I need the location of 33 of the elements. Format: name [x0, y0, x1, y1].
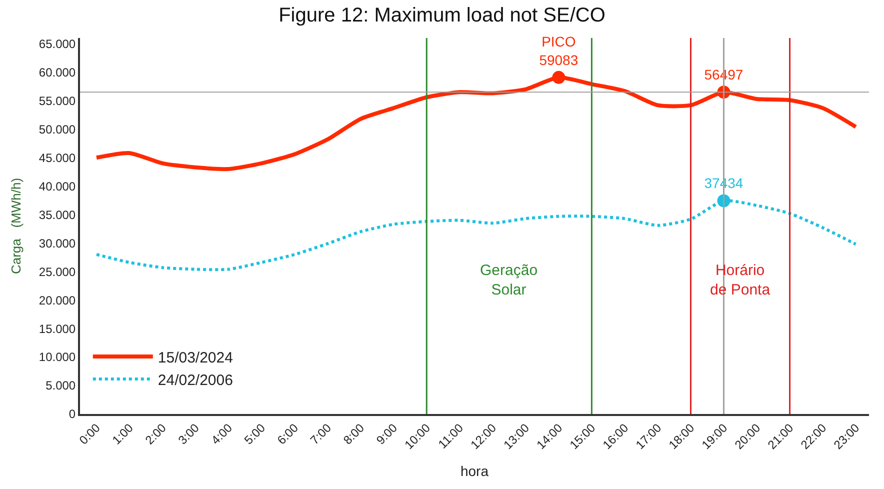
y-tick-label: 30.000	[38, 236, 76, 250]
legend-label: 24/02/2006	[158, 372, 233, 389]
chart-title: Figure 12: Maximum load not SE/CO	[278, 4, 606, 26]
y-tick-label: 40.000	[38, 179, 76, 194]
annotation: Geração Solar	[480, 262, 538, 298]
y-tick-label: 45.000	[38, 150, 76, 165]
legend-label: 15/03/2024	[158, 349, 233, 366]
x-tick-label: 0:00	[76, 420, 104, 448]
point	[552, 70, 566, 84]
data-label: 56497	[704, 66, 744, 83]
y-tick-label: 55.000	[38, 94, 76, 108]
x-tick-label: 4:00	[208, 420, 236, 448]
y-tick-label: 50.000	[38, 122, 76, 136]
y-tick-label: 10.000	[38, 350, 76, 364]
x-tick-label: 7:00	[308, 420, 334, 448]
y-axis-title: Carga (MWh/h)	[8, 178, 24, 274]
annotation: Horário de Ponta	[710, 262, 771, 298]
y-tick-label: 60.000	[38, 65, 76, 80]
y-tick-label: 35.000	[38, 208, 76, 222]
y-tick-label: 0	[68, 407, 76, 422]
x-tick-label: 8:00	[340, 420, 368, 448]
x-tick-label: 9:00	[374, 420, 400, 448]
y-tick-label: 65.000	[38, 36, 76, 51]
x-tick-label: 3:00	[175, 420, 202, 448]
y-tick-label: 5.000	[46, 378, 76, 393]
data-label: 37434	[704, 175, 744, 192]
x-tick-label: 5:00	[242, 420, 268, 448]
y-tick-label: 25.000	[38, 264, 76, 279]
data-label: PICO 59083	[539, 34, 578, 68]
x-tick-label: 6:00	[274, 420, 302, 448]
y-tick-label: 15.000	[38, 322, 76, 336]
x-axis-title: hora	[460, 462, 489, 479]
y-tick-label: 20.000	[38, 293, 76, 308]
